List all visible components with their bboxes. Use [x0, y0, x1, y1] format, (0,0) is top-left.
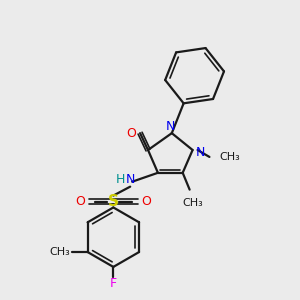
- Text: O: O: [126, 127, 136, 140]
- Text: O: O: [76, 195, 85, 208]
- Text: N: N: [166, 120, 176, 133]
- Text: CH₃: CH₃: [182, 198, 203, 208]
- Text: O: O: [141, 195, 151, 208]
- Text: S: S: [108, 194, 119, 209]
- Text: F: F: [110, 277, 117, 290]
- Text: N: N: [196, 146, 205, 160]
- Text: H: H: [116, 173, 125, 186]
- Text: N: N: [125, 173, 135, 186]
- Text: CH₃: CH₃: [50, 247, 70, 257]
- Text: CH₃: CH₃: [219, 152, 240, 162]
